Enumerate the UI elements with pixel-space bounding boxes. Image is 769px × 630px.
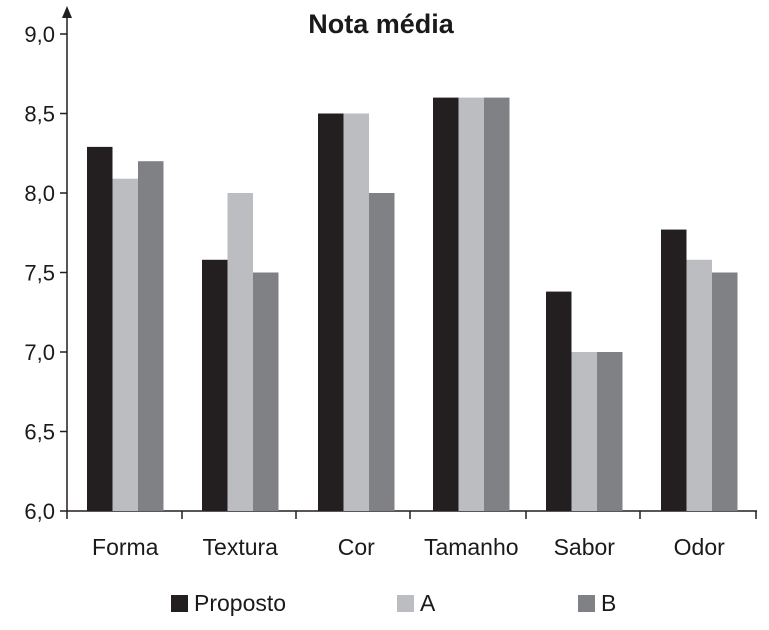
bar-b-textura [253, 272, 279, 511]
bar-a-forma [112, 178, 138, 511]
bar-b-sabor [597, 352, 623, 511]
y-axis-arrow-icon [62, 6, 72, 18]
bar-proposto-tamanho [433, 97, 459, 511]
bar-proposto-sabor [546, 291, 572, 511]
bar-b-odor [712, 272, 738, 511]
x-axis: Forma Textura Cor Tamanho Sabor Odor [66, 510, 757, 560]
x-category-label: Forma [92, 534, 159, 560]
bars [87, 97, 738, 511]
bar-proposto-forma [87, 146, 113, 511]
y-tick-label: 7,5 [24, 261, 55, 286]
legend-swatch [578, 595, 595, 612]
x-category-label: Odor [674, 534, 725, 560]
legend-swatch [171, 595, 188, 612]
x-category-label: Textura [203, 534, 279, 560]
y-tick-label: 9,0 [24, 22, 55, 47]
bar-a-odor [686, 259, 712, 511]
legend-label: A [420, 590, 436, 616]
legend-swatch [397, 595, 414, 612]
x-category-label: Tamanho [424, 534, 519, 560]
x-category-label: Cor [338, 534, 375, 560]
x-category-label: Sabor [554, 534, 616, 560]
y-tick-label: 8,0 [24, 181, 55, 206]
bar-b-forma [138, 161, 164, 511]
legend: Proposto A B [171, 590, 616, 616]
y-tick-label: 7,0 [24, 340, 55, 365]
bar-a-sabor [571, 352, 597, 511]
y-tick-label: 6,0 [24, 499, 55, 524]
bar-proposto-cor [318, 113, 344, 511]
chart-title: Nota média [308, 9, 455, 39]
bar-b-cor [369, 193, 395, 511]
bar-proposto-odor [661, 229, 687, 511]
legend-label: Proposto [194, 590, 286, 616]
legend-label: B [601, 590, 616, 616]
y-tick-label: 8,5 [24, 102, 55, 127]
bar-b-tamanho [484, 97, 510, 511]
bar-a-cor [343, 113, 369, 511]
bar-a-textura [227, 193, 253, 511]
y-axis: 6,0 6,5 7,0 7,5 8,0 8,5 9,0 [24, 6, 72, 524]
bar-a-tamanho [458, 97, 484, 511]
y-tick-label: 6,5 [24, 420, 55, 445]
bar-proposto-textura [202, 259, 228, 511]
